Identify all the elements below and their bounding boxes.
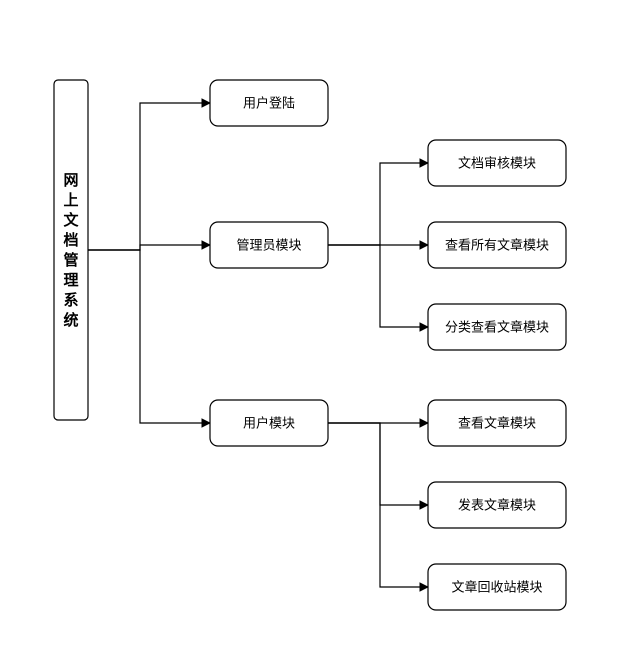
node-root-rect — [54, 80, 88, 420]
edge-root-login — [88, 103, 210, 250]
node-root-label: 网 — [63, 172, 78, 189]
node-root: 网上文档管理系统 — [54, 80, 88, 420]
tree-diagram: 网上文档管理系统 用户登陆管理员模块用户模块 文档审核模块查看所有文章模块分类查看文… — [0, 0, 632, 646]
edge-user-u2 — [328, 423, 428, 505]
node-admin: 管理员模块 — [210, 222, 328, 268]
node-u3: 文章回收站模块 — [428, 564, 566, 610]
nodes-layer: 网上文档管理系统 用户登陆管理员模块用户模块 文档审核模块查看所有文章模块分类查看文… — [54, 80, 566, 610]
node-a1: 文档审核模块 — [428, 140, 566, 186]
node-root-label: 文 — [63, 211, 79, 229]
edge-admin-a1 — [328, 163, 428, 245]
edge-root-user — [88, 250, 210, 423]
node-u3-label: 文章回收站模块 — [451, 579, 542, 594]
edges-layer — [88, 103, 428, 587]
edge-root-admin — [88, 245, 210, 250]
node-root-label: 理 — [63, 272, 78, 289]
node-login: 用户登陆 — [210, 80, 328, 126]
edge-admin-a3 — [328, 245, 428, 327]
node-root-label: 档 — [63, 231, 78, 249]
node-root-label: 上 — [63, 192, 78, 209]
node-u2-label: 发表文章模块 — [458, 497, 536, 512]
node-u1-label: 查看文章模块 — [458, 415, 536, 430]
node-login-label: 用户登陆 — [243, 95, 295, 110]
node-user: 用户模块 — [210, 400, 328, 446]
node-root-label: 系 — [63, 292, 78, 309]
node-root-label: 统 — [63, 311, 78, 329]
node-a3-label: 分类查看文章模块 — [445, 319, 549, 334]
node-a2: 查看所有文章模块 — [428, 222, 566, 268]
node-u2: 发表文章模块 — [428, 482, 566, 528]
node-user-label: 用户模块 — [243, 415, 295, 430]
node-a1-label: 文档审核模块 — [458, 155, 536, 170]
node-admin-label: 管理员模块 — [236, 237, 301, 252]
node-root-label: 管 — [63, 251, 78, 269]
node-u1: 查看文章模块 — [428, 400, 566, 446]
node-a3: 分类查看文章模块 — [428, 304, 566, 350]
node-a2-label: 查看所有文章模块 — [445, 237, 549, 252]
